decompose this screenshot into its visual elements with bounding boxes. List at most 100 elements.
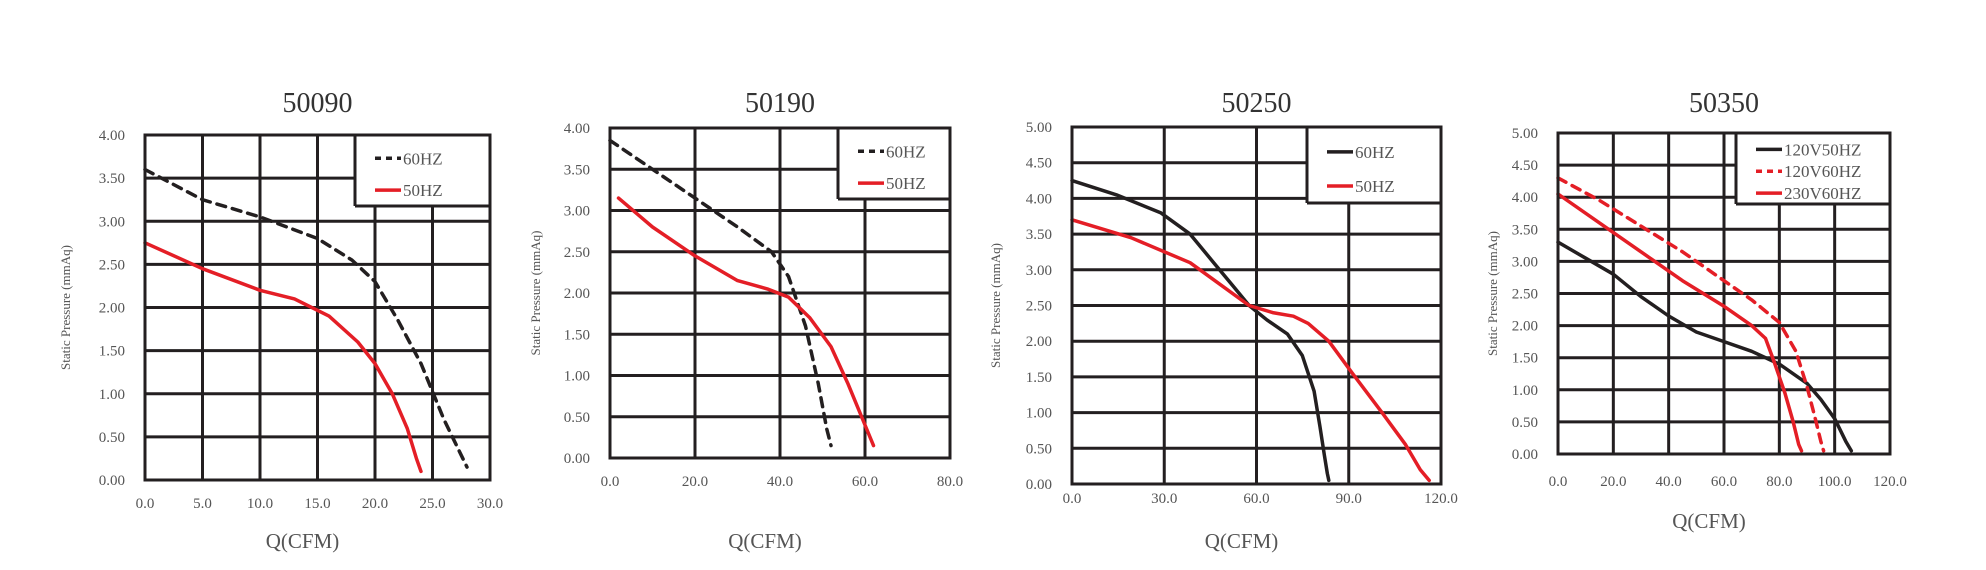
y-tick-label: 0.00 [564, 451, 590, 467]
y-tick-label: 2.00 [99, 301, 125, 317]
x-tick-label: 20.0 [362, 496, 388, 512]
chart-panel-50190: 50190 0.0 20.0 40.0 60.0 80.0 0.00 0.50 1.00 1.50… [528, 88, 963, 553]
x-tick-label: 15.0 [304, 496, 330, 512]
y-axis-label: Static Pressure (mmAq) [988, 243, 1003, 368]
x-axis-label: Q(CFM) [1205, 529, 1279, 553]
y-tick-label: 2.00 [1026, 334, 1052, 350]
y-tick-label: 3.50 [1512, 222, 1538, 238]
series-line-50HZ [1070, 218, 1431, 483]
y-tick-label: 5.00 [1512, 126, 1538, 142]
plot-frame [143, 133, 492, 482]
x-axis-label: Q(CFM) [1672, 509, 1746, 533]
y-tick-label: 3.00 [99, 214, 125, 230]
y-tick-label: 4.50 [1026, 156, 1052, 172]
legend-label: 50HZ [403, 181, 443, 200]
y-tick-label: 4.00 [1026, 191, 1052, 207]
legend-label: 50HZ [886, 174, 926, 193]
y-tick-label: 0.50 [564, 410, 590, 426]
chart-panel-50350: 50350 0.0 20.0 40.0 60.0 80.0 100.0 120.0 0.00 0.… [1485, 88, 1907, 533]
y-tick-label: 2.50 [99, 257, 125, 273]
series-line-230V60HZ [1556, 192, 1804, 453]
x-tick-label: 80.0 [937, 474, 963, 490]
x-tick-label: 60.0 [1711, 474, 1737, 490]
x-tick-label: 60.0 [852, 474, 878, 490]
y-tick-label: 2.00 [1512, 319, 1538, 335]
y-tick-label: 0.00 [1512, 447, 1538, 463]
x-tick-label: 20.0 [682, 474, 708, 490]
y-tick-label: 1.00 [1512, 383, 1538, 399]
x-tick-label: 80.0 [1766, 474, 1792, 490]
legend-label: 60HZ [886, 142, 926, 161]
x-tick-label: 40.0 [1656, 474, 1682, 490]
x-tick-label: 0.0 [601, 474, 620, 490]
legend-label: 50HZ [1355, 177, 1395, 196]
x-tick-label: 40.0 [767, 474, 793, 490]
series-line-50HZ [143, 241, 423, 474]
x-tick-label: 90.0 [1336, 491, 1362, 507]
chart-panel-50250: 50250 0.0 30.0 60.0 90.0 120.0 0.00 0.50 1.00 1.5… [988, 88, 1458, 553]
series-line-60HZ [1070, 178, 1331, 483]
y-tick-label: 1.50 [1026, 370, 1052, 386]
y-tick-label: 4.00 [1512, 190, 1538, 206]
x-tick-label: 5.0 [193, 496, 212, 512]
chart-title: 50350 [1689, 88, 1759, 119]
legend-box [838, 129, 950, 199]
y-tick-label: 2.50 [1026, 299, 1052, 315]
legend-label: 230V60HZ [1784, 184, 1861, 203]
series-line-120V50HZ [1556, 240, 1854, 453]
x-tick-label: 0.0 [136, 496, 155, 512]
x-tick-label: 0.0 [1063, 491, 1082, 507]
series-line-50HZ [616, 196, 876, 448]
chart-title: 50190 [745, 88, 815, 119]
x-tick-label: 60.0 [1243, 491, 1269, 507]
y-tick-label: 1.00 [99, 387, 125, 403]
legend-label: 120V50HZ [1784, 140, 1861, 159]
legend-label: 60HZ [403, 149, 443, 168]
plot-frame [1556, 131, 1892, 456]
x-tick-label: 10.0 [247, 496, 273, 512]
plot-frame [608, 126, 952, 460]
x-tick-label: 120.0 [1873, 474, 1907, 490]
y-tick-label: 1.50 [99, 344, 125, 360]
y-tick-label: 5.00 [1026, 120, 1052, 136]
y-tick-label: 3.00 [564, 204, 590, 220]
legend-box [355, 136, 490, 206]
legend-label: 120V60HZ [1784, 162, 1861, 181]
y-axis-label: Static Pressure (mmAq) [1485, 231, 1500, 356]
y-tick-label: 1.50 [564, 327, 590, 343]
y-tick-label: 0.00 [99, 473, 125, 489]
y-tick-label: 0.00 [1026, 477, 1052, 493]
y-axis-label: Static Pressure (mmAq) [528, 231, 543, 356]
y-tick-label: 2.00 [564, 286, 590, 302]
y-tick-label: 3.50 [564, 162, 590, 178]
y-tick-label: 3.50 [99, 171, 125, 187]
x-tick-label: 20.0 [1600, 474, 1626, 490]
x-tick-label: 100.0 [1818, 474, 1852, 490]
series-line-60HZ [608, 138, 833, 448]
y-axis-label: Static Pressure (mmAq) [58, 245, 73, 370]
y-tick-label: 3.00 [1026, 263, 1052, 279]
y-tick-label: 4.00 [99, 128, 125, 144]
chart-title: 50090 [283, 88, 353, 119]
x-tick-label: 0.0 [1549, 474, 1568, 490]
plot-frame [1070, 125, 1443, 486]
y-tick-label: 2.50 [1512, 287, 1538, 303]
y-tick-label: 4.50 [1512, 158, 1538, 174]
x-tick-label: 30.0 [1151, 491, 1177, 507]
chart-panel-50090: 50090 0.0 5.0 10.0 15.0 20.0 25.0 30.0 0.00 0.50 1… [58, 88, 503, 553]
y-tick-label: 0.50 [99, 430, 125, 446]
y-tick-label: 0.50 [1026, 441, 1052, 457]
chart-title: 50250 [1222, 88, 1292, 119]
y-tick-label: 1.00 [564, 369, 590, 385]
y-tick-label: 3.50 [1026, 227, 1052, 243]
x-tick-label: 25.0 [419, 496, 445, 512]
y-tick-label: 1.00 [1026, 406, 1052, 422]
y-tick-label: 1.50 [1512, 351, 1538, 367]
x-tick-label: 120.0 [1424, 491, 1458, 507]
series-line-60HZ [143, 167, 469, 469]
x-tick-label: 30.0 [477, 496, 503, 512]
y-tick-label: 3.00 [1512, 254, 1538, 270]
x-axis-label: Q(CFM) [728, 529, 802, 553]
series-line-120V60HZ [1556, 176, 1826, 453]
